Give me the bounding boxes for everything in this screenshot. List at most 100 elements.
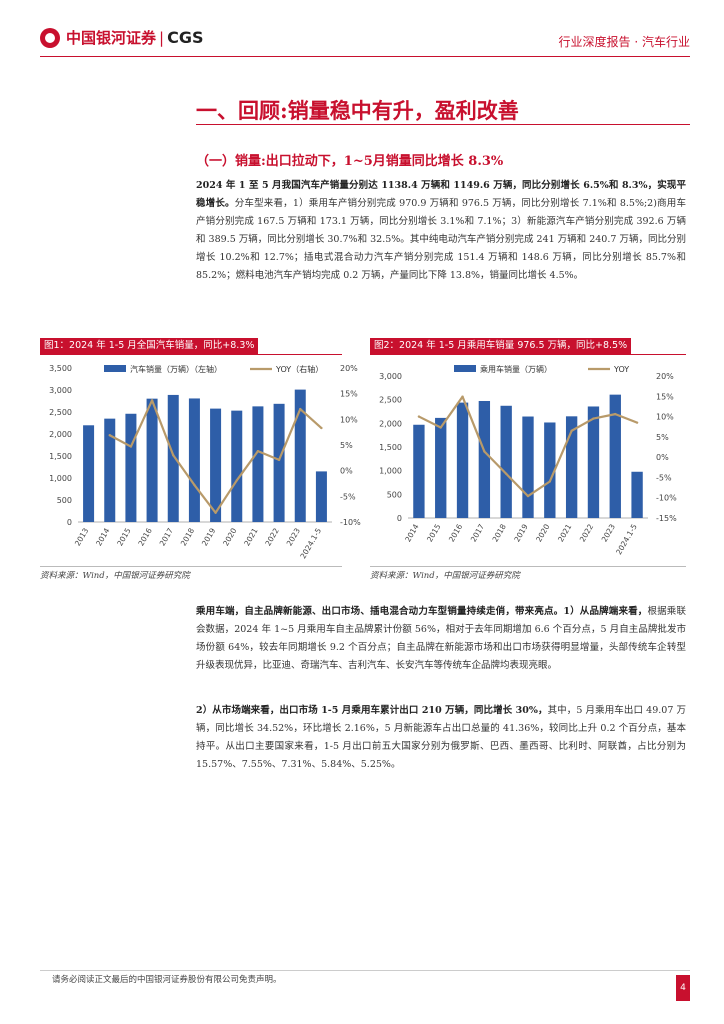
chart-national-vehicle-sales: 0 500 1,000 1,500 2,000 2,500 3,000 3,500 -10% -5… <box>49 364 361 560</box>
yoy-point <box>108 434 111 437</box>
y-axis-tick-label: 1,000 <box>49 474 72 483</box>
yoy-point <box>439 426 442 429</box>
y2-axis-tick-label: -5% <box>340 492 356 501</box>
y2-axis-tick-label: 0% <box>656 453 669 462</box>
y2-axis-tick-label: 10% <box>656 413 674 422</box>
bar <box>210 408 222 522</box>
yoy-point <box>592 417 595 420</box>
figure-1-source: 资料来源：Wind，中国银河证券研究院 <box>40 571 190 581</box>
y-axis-tick-label: 3,000 <box>379 372 402 381</box>
x-axis-tick-label: 2021 <box>242 526 259 547</box>
y2-axis-tick-label: 0% <box>340 467 353 476</box>
paragraph-brand-analysis: 乘用车端，自主品牌新能源、出口市场、插电混合动力车型销量持续走俏，带来亮点。1）… <box>196 603 686 675</box>
y-axis-tick-label: 0 <box>397 514 402 523</box>
section-divider <box>196 124 690 125</box>
bar <box>231 410 243 522</box>
x-axis-tick-label: 2022 <box>578 522 595 543</box>
yoy-point <box>461 395 464 398</box>
paragraph-body: 其中，5 月乘用车出口 49.07 万辆，同比增长 34.52%，环比增长 2.… <box>196 705 686 770</box>
bar <box>125 413 137 522</box>
bar <box>188 398 200 522</box>
yoy-point <box>299 407 302 411</box>
subsection-title: （一）销量:出口拉动下，1~5月销量同比增长 8.3% <box>196 154 504 169</box>
y-axis-tick-label: 3,500 <box>49 364 72 373</box>
yoy-point <box>277 458 281 462</box>
x-axis-tick-label: 2017 <box>469 522 486 543</box>
x-axis-tick-label: 2018 <box>179 526 196 547</box>
bar <box>167 394 179 522</box>
y2-axis-tick-label: -5% <box>656 473 672 482</box>
x-axis-tick-label: 2023 <box>285 526 302 547</box>
bar <box>522 416 534 518</box>
paragraph-export-analysis: 2）从市场端来看，出口市场 1-5 月乘用车累计出口 210 万辆，同比增长 3… <box>196 702 686 774</box>
figure-2-source: 资料来源：Wind，中国银河证券研究院 <box>370 571 520 581</box>
x-axis-tick-label: 2014 <box>403 522 420 543</box>
yoy-point <box>526 494 530 498</box>
report-type: 行业深度报告 · 汽车行业 <box>558 35 690 49</box>
y2-axis-tick-label: -15% <box>656 514 677 523</box>
y2-axis-tick-label: -10% <box>340 518 361 527</box>
yoy-point <box>193 483 196 487</box>
yoy-point <box>614 412 617 416</box>
x-axis-tick-label: 2014 <box>94 526 111 547</box>
y-axis-tick-label: 2,000 <box>379 419 402 428</box>
figure-2-title-bar <box>370 354 686 355</box>
y-axis-tick-label: 2,500 <box>49 408 72 417</box>
bar <box>294 389 306 522</box>
bar <box>609 394 621 518</box>
footer-divider <box>40 970 690 971</box>
y2-axis-tick-label: 20% <box>656 372 674 381</box>
bar <box>273 403 285 522</box>
bar <box>435 417 447 518</box>
figure-1-source-divider <box>40 566 342 567</box>
figure-1-title-bar <box>40 354 342 355</box>
x-axis-tick-label: 2019 <box>512 522 529 543</box>
chart-passenger-car-sales: 0 500 1,000 1,500 2,000 2,500 3,000 -15% -10% -5%… <box>379 364 677 556</box>
bar <box>146 398 158 522</box>
y-axis-tick-label: 500 <box>57 496 72 505</box>
yoy-point <box>570 429 573 432</box>
x-axis-tick-label: 2022 <box>263 526 280 547</box>
yoy-point <box>235 479 238 482</box>
legend-bar-swatch <box>104 365 126 372</box>
legend-bar-swatch <box>454 365 476 372</box>
legend-bar-label: 汽车销量（万辆）（左轴） <box>130 364 222 374</box>
logo-separator: | <box>159 28 165 47</box>
y-axis-tick-label: 1,000 <box>379 467 402 476</box>
logo-en-text: CGS <box>167 28 204 47</box>
y2-axis-tick-label: 20% <box>340 364 358 373</box>
yoy-point <box>172 454 175 457</box>
bar <box>587 406 600 518</box>
yoy-point <box>150 399 154 402</box>
x-axis-tick-label: 2021 <box>556 522 573 543</box>
y2-axis-tick-label: -10% <box>656 494 677 503</box>
y-axis-tick-label: 2,000 <box>49 430 72 439</box>
y2-axis-tick-label: 10% <box>340 415 358 424</box>
bar <box>104 418 116 522</box>
footer-disclaimer: 请务必阅读正文最后的中国银河证券股份有限公司免责声明。 <box>52 975 282 985</box>
x-axis-tick-label: 2019 <box>200 526 217 547</box>
x-axis-tick-label: 2015 <box>115 526 132 547</box>
yoy-point <box>256 449 260 453</box>
bar <box>252 406 264 522</box>
x-axis-tick-label: 2015 <box>425 522 442 543</box>
x-axis-tick-label: 2016 <box>136 526 153 547</box>
y2-axis-tick-label: 5% <box>656 433 669 442</box>
yoy-point <box>548 480 552 483</box>
x-axis-tick-label: 2016 <box>447 522 464 543</box>
y-axis-tick-label: 500 <box>387 490 402 499</box>
yoy-point <box>417 415 421 418</box>
paragraph-body: 根据乘联会数据，2024 年 1~5 月乘用车自主品牌累计份额 56%，相对于去… <box>196 606 686 671</box>
y-axis-tick-label: 2,500 <box>379 396 402 405</box>
yoy-point <box>483 450 486 453</box>
yoy-point <box>129 445 133 448</box>
y-axis-tick-label: 0 <box>67 518 72 527</box>
header-divider <box>40 56 690 57</box>
yoy-point <box>214 511 217 514</box>
figure-1-title: 图1：2024 年 1-5 月全国汽车销量，同比+8.3% <box>40 338 259 354</box>
yoy-point <box>504 472 508 475</box>
x-axis-tick-label: 2020 <box>221 526 238 547</box>
company-logo: 中国银河证券 | CGS <box>40 27 203 48</box>
y2-axis-tick-label: 15% <box>340 390 358 399</box>
section-title: 一、回顾:销量稳中有升，盈利改善 <box>196 98 519 123</box>
